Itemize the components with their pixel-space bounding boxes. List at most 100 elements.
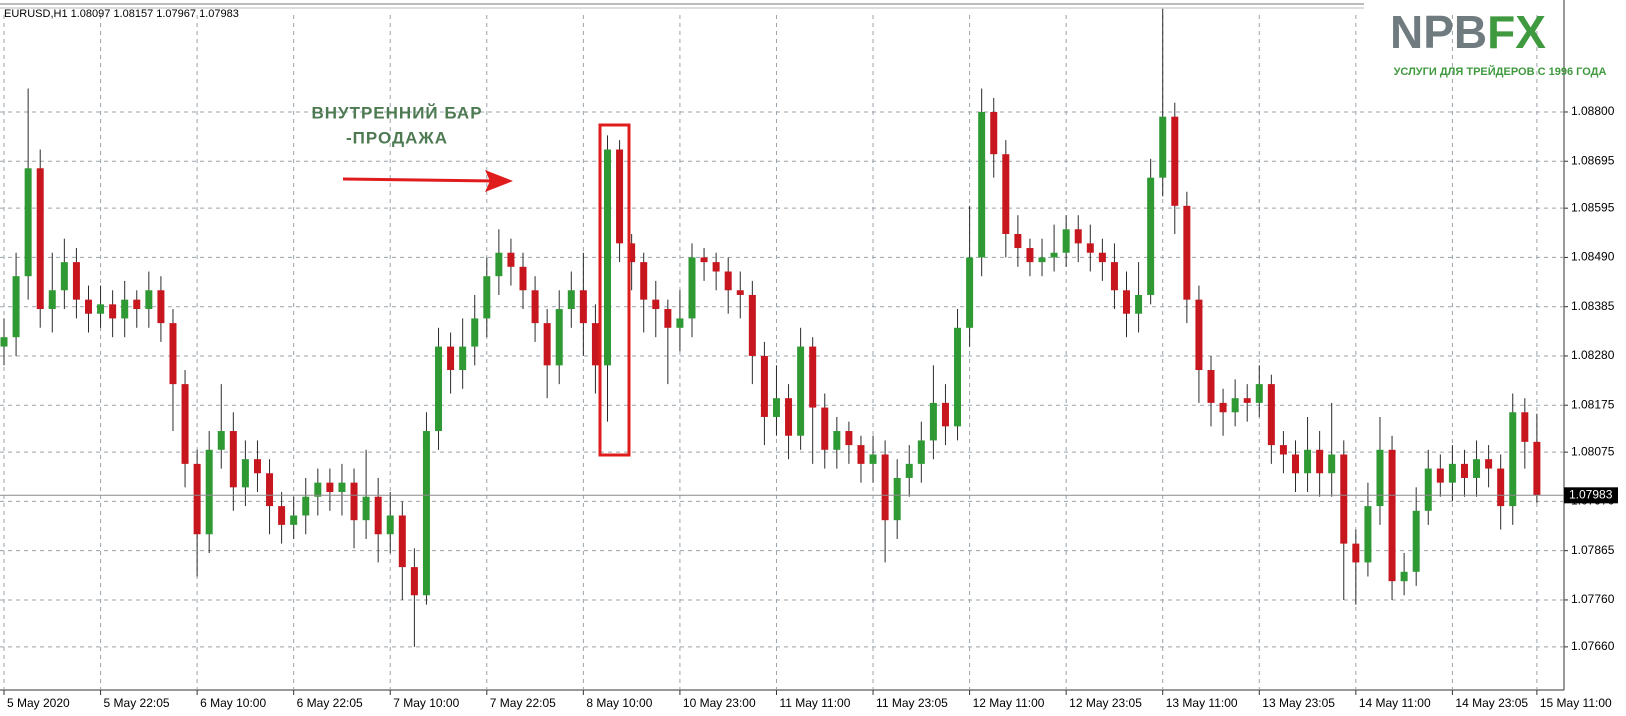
candle-body [712, 262, 720, 272]
candle-body [314, 482, 322, 497]
candle-body [519, 266, 527, 291]
candle-body [833, 431, 841, 450]
candle-body [881, 454, 889, 521]
candle-body [278, 506, 286, 525]
highlight-box [598, 123, 631, 457]
candle-body [676, 318, 684, 328]
candle-body [1436, 468, 1444, 483]
candle-body [785, 398, 793, 436]
candle-body [531, 290, 539, 324]
candle-body [1050, 252, 1058, 258]
y-tick-label: 1.08595 [1571, 200, 1615, 214]
candle-body [398, 515, 406, 568]
candle-body [1364, 506, 1372, 563]
candle-body [266, 473, 274, 507]
candle-body [869, 454, 877, 464]
candle-body [1521, 412, 1529, 442]
candle-body [169, 323, 177, 385]
candle-body [1159, 116, 1167, 178]
y-tick-label: 1.08800 [1571, 104, 1615, 118]
candle-body [990, 111, 998, 155]
candle-body [1062, 229, 1070, 253]
candle-body [1291, 454, 1299, 474]
candle-body [1074, 229, 1082, 244]
candle-body [302, 496, 310, 516]
candle-body [1460, 463, 1468, 478]
candle-body [1195, 299, 1203, 371]
logo-tagline: УСЛУГИ ДЛЯ ТРЕЙДЕРОВ С 1996 ГОДА [1394, 65, 1607, 78]
candle-body [350, 482, 358, 521]
candle-body [978, 111, 986, 258]
candle-body [1183, 205, 1191, 300]
candle-body [905, 463, 913, 478]
x-tick-label: 10 May 23:00 [683, 696, 756, 710]
x-tick-label: 6 May 22:05 [297, 696, 363, 710]
candle-body [229, 431, 237, 488]
x-tick-label: 13 May 23:05 [1262, 696, 1335, 710]
candle-body [507, 252, 515, 267]
candle-body [0, 337, 8, 347]
candle-body [1388, 449, 1396, 582]
candle-body [1473, 459, 1481, 478]
annotation-line: ВНУТРЕННИЙ БАР [311, 103, 482, 122]
annotation-arrowhead [485, 170, 513, 192]
x-tick-label: 12 May 23:05 [1069, 696, 1142, 710]
candle-body [821, 407, 829, 450]
candle-body [1376, 449, 1384, 507]
candle-body [181, 384, 189, 464]
candle-body [1243, 398, 1251, 403]
candle-body [1497, 468, 1505, 507]
y-tick-label: 1.08280 [1571, 348, 1615, 362]
candle-body [567, 290, 575, 310]
candle-body [422, 431, 430, 596]
candle-body [736, 290, 744, 295]
candle-body [1255, 384, 1263, 403]
x-tick-label: 7 May 10:00 [393, 696, 459, 710]
candle-body [1448, 463, 1456, 483]
x-tick-label: 11 May 11:00 [779, 696, 850, 710]
price-tag [1564, 487, 1618, 504]
candle-body [616, 149, 624, 244]
candle-body [1219, 402, 1227, 413]
candle-body [241, 459, 249, 488]
candle-body [217, 431, 225, 450]
candle-body [1328, 454, 1336, 474]
candle-body [543, 323, 551, 366]
candle-body [966, 257, 974, 328]
x-tick-label: 5 May 2020 [7, 696, 70, 710]
candle-body [193, 463, 201, 535]
candle-body [48, 290, 56, 310]
candle-body [941, 402, 949, 427]
x-tick-label: 11 May 23:05 [876, 696, 948, 710]
y-tick-label: 1.07660 [1571, 639, 1615, 653]
candle-body [1412, 510, 1420, 572]
candle-body [1123, 290, 1131, 314]
candle-body [72, 262, 80, 300]
candle-body [1533, 441, 1541, 496]
candle-body [410, 567, 418, 596]
candle-body [772, 398, 780, 417]
candle-body [374, 496, 382, 535]
candle-body [145, 290, 153, 310]
candle-body [845, 431, 853, 446]
candle-body [1147, 177, 1155, 295]
candle-body [1026, 248, 1034, 263]
y-tick-label: 1.07865 [1571, 543, 1615, 557]
candle-body [435, 346, 443, 432]
candle-body [1135, 294, 1143, 314]
candle-body [362, 496, 370, 521]
candle-body [1267, 384, 1275, 446]
candle-body [664, 309, 672, 328]
x-tick-label: 13 May 11:00 [1166, 696, 1238, 710]
candle-body [495, 252, 503, 277]
candle-body [133, 299, 141, 310]
candle-body [1424, 468, 1432, 511]
candle-body [688, 257, 696, 319]
candle-body [290, 515, 298, 525]
candle-body [1509, 412, 1517, 507]
candle-body [24, 168, 32, 277]
candle-body [386, 515, 394, 535]
annotation-arrow [342, 177, 496, 183]
y-tick-label: 1.07760 [1571, 592, 1615, 606]
candle-body [338, 482, 346, 493]
